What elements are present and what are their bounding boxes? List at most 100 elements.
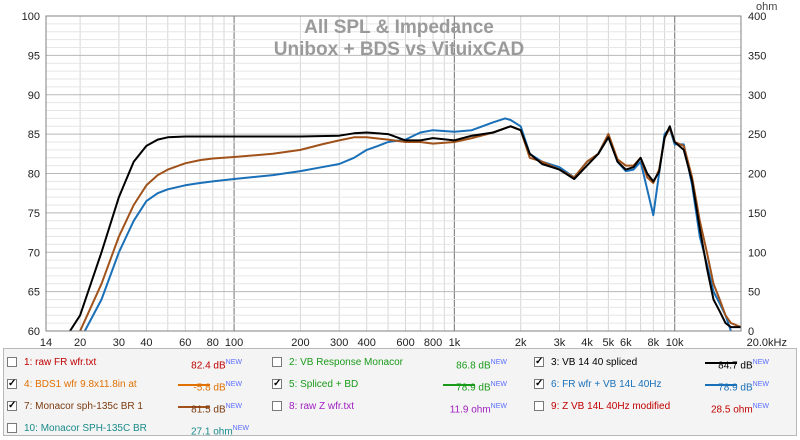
y-tick-label: 70: [28, 247, 40, 259]
legend-checkbox-8[interactable]: [272, 401, 282, 411]
legend-checkbox-3[interactable]: ✓: [534, 356, 544, 367]
x-tick-label: 1k: [449, 337, 461, 348]
legend-item-2[interactable]: 2: VB Response Monacor 86.8 dBNEW: [272, 356, 528, 374]
legend-value-text: 78.9 dB: [456, 382, 491, 394]
legend-checkbox-5[interactable]: ✓: [272, 378, 282, 389]
legend-new-tag: NEW: [225, 381, 242, 388]
legend-name: raw FR wfr.txt: [35, 357, 97, 368]
legend-new-tag: NEW: [752, 359, 769, 366]
x-tick-label: 20.0kHz: [747, 337, 787, 348]
x-tick-label: 2k: [515, 337, 527, 348]
legend-name: Spliced + BD: [300, 379, 359, 390]
legend-number: 5: [289, 379, 295, 390]
legend-item-3[interactable]: ✓ 3: VB 14 40 spliced 84.7 dBNEW: [534, 356, 790, 374]
legend-value-text: 27.1 ohm: [190, 426, 233, 438]
legend-number: 8: [289, 401, 295, 412]
legend-value-text: 28.5 ohm: [710, 404, 753, 416]
x-tick-label: 8k: [648, 337, 660, 348]
legend-item-10[interactable]: 10: Monacor SPH-135C BR 27.1 ohmNEW: [7, 422, 263, 440]
x-tick-label: 300: [330, 337, 348, 348]
legend-value: 84.7 dBNEW: [672, 356, 769, 373]
legend-number: 4: [24, 379, 30, 390]
legend-checkbox-6[interactable]: ✓: [534, 378, 544, 389]
legend-name: Monacor sph-135c BR 1: [35, 401, 143, 412]
legend-checkbox-1[interactable]: [7, 357, 17, 367]
y-tick-label: 100: [22, 11, 40, 23]
legend-new-tag: NEW: [752, 381, 769, 388]
x-tick-label: 600: [396, 337, 414, 348]
y2-tick-label: 350: [748, 50, 766, 62]
y-axis-ticks: 60 65 70 75 80 85 90 95 100: [22, 11, 40, 338]
legend-value-text: 11.9 ohm: [449, 404, 491, 416]
y2-tick-label: 250: [748, 129, 766, 141]
x-tick-label: 400: [358, 337, 376, 348]
legend-value: 27.1 ohmNEW: [157, 422, 249, 439]
y2-tick-label: 0: [748, 326, 754, 338]
legend-name: VB 14 40 spliced: [562, 357, 638, 368]
spl-chart: 14 20 30 40 60 80 100 200 300 400 600 800 1k 2k 3k 4k 5k…: [21, 1, 787, 348]
legend-value: -5.8 dBNEW: [145, 378, 242, 395]
x-tick-label: 200: [291, 337, 309, 348]
series-line-1: [69, 125, 741, 331]
y-tick-label: 85: [28, 129, 40, 141]
legend-number: 9: [551, 401, 557, 412]
legend-name: Monacor SPH-135C BR: [40, 423, 147, 434]
legend-label: 8: raw Z wfr.txt: [289, 401, 355, 412]
legend-swatch: [178, 384, 210, 386]
legend-checkbox-7[interactable]: ✓: [7, 400, 17, 411]
y2-tick-label: 200: [748, 169, 766, 181]
legend-label: 3: VB 14 40 spliced: [551, 357, 638, 368]
x-tick-label: 60: [179, 337, 191, 348]
x-tick-label: 5k: [603, 337, 615, 348]
legend-value-text: 82.4 dB: [191, 360, 226, 372]
legend-swatch: [705, 384, 737, 386]
x-tick-label: 10k: [666, 337, 684, 348]
legend-value: 81.5 dBNEW: [145, 400, 242, 417]
x-tick-label: 800: [424, 337, 442, 348]
legend-label: 1: raw FR wfr.txt: [24, 357, 97, 368]
legend-checkbox-9[interactable]: [534, 401, 544, 411]
y2-axis-ticks: 0 50 100 150 200 250 300 350 400: [748, 11, 766, 338]
legend-value: 78.9 dBNEW: [410, 378, 507, 395]
legend-name: Z VB 14L 40Hz modified: [562, 401, 671, 412]
legend-item-5[interactable]: ✓ 5: Spliced + BD 78.9 dBNEW: [272, 378, 528, 396]
legend-new-tag: NEW: [490, 403, 507, 410]
legend-checkbox-4[interactable]: ✓: [7, 378, 17, 389]
legend-value-text: 86.8 dB: [456, 360, 491, 372]
legend-label: 7: Monacor sph-135c BR 1: [24, 401, 143, 412]
x-tick-label: 4k: [581, 337, 593, 348]
legend-label: 4: BDS1 wfr 9.8x11.8in at: [24, 379, 137, 390]
legend-name: VB Response Monacor: [300, 357, 403, 368]
legend-number: 3: [551, 357, 557, 368]
legend-checkbox-2[interactable]: [272, 357, 282, 367]
y-tick-label: 90: [28, 90, 40, 102]
legend-item-7[interactable]: ✓ 7: Monacor sph-135c BR 1 81.5 dBNEW: [7, 400, 263, 418]
legend-item-8[interactable]: 8: raw Z wfr.txt 11.9 ohmNEW: [272, 400, 528, 418]
legend-checkbox-10[interactable]: [7, 423, 17, 433]
x-axis-ticks: 14 20 30 40 60 80 100 200 300 400 600 800 1k 2k 3k 4k 5k…: [40, 337, 787, 348]
x-tick-label: 3k: [554, 337, 566, 348]
legend-item-1[interactable]: 1: raw FR wfr.txt 82.4 dBNEW: [7, 356, 263, 374]
legend-name: raw Z wfr.txt: [300, 401, 355, 412]
legend-value-text: -5.8 dB: [193, 382, 226, 394]
legend-value: 82.4 dBNEW: [145, 356, 242, 373]
x-tick-label: 14: [40, 337, 52, 348]
legend-item-4[interactable]: ✓ 4: BDS1 wfr 9.8x11.8in at -5.8 dBNEW: [7, 378, 263, 396]
legend-name: FR wfr + VB 14L 40Hz: [562, 379, 662, 390]
legend-value: 86.8 dBNEW: [410, 356, 507, 373]
legend-item-9[interactable]: 9: Z VB 14L 40Hz modified 28.5 ohmNEW: [534, 400, 790, 418]
plot-frame: [45, 15, 742, 332]
y2-axis-label: ohm: [756, 1, 777, 13]
legend-item-6[interactable]: ✓ 6: FR wfr + VB 14L 40Hz 78.9 dBNEW: [534, 378, 790, 396]
series-group: [69, 117, 741, 331]
legend-value-text: 78.9 dB: [718, 382, 753, 394]
chart-title: All SPL & Impedance: [304, 17, 494, 38]
legend-swatch: [443, 384, 475, 386]
x-tick-label: 40: [140, 337, 152, 348]
legend-label: 6: FR wfr + VB 14L 40Hz: [551, 379, 662, 390]
x-tick-label: 30: [113, 337, 125, 348]
x-tick-label: 80: [207, 337, 219, 348]
legend-new-tag: NEW: [225, 403, 242, 410]
legend-value: 11.9 ohmNEW: [410, 400, 507, 417]
y2-tick-label: 50: [748, 287, 760, 299]
